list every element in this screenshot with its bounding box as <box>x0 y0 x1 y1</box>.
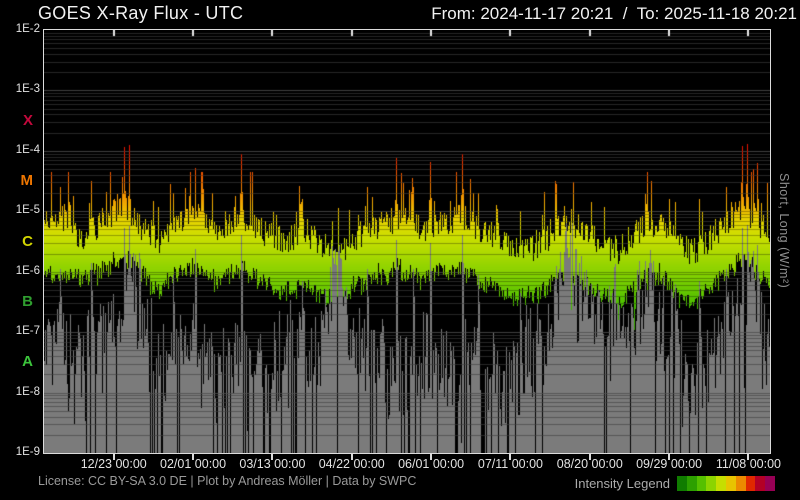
x-tick-label: 11/08 00:00 <box>715 457 782 471</box>
y-tick-label: 1E-9 <box>15 446 40 458</box>
intensity-legend-bar <box>677 476 775 491</box>
intensity-legend-swatch <box>716 476 727 491</box>
page-title: GOES X-Ray Flux - UTC <box>38 3 244 23</box>
x-tick-label: 08/20 00:00 <box>556 457 623 471</box>
flux-class-label-b: B <box>22 292 33 310</box>
intensity-legend-swatch <box>677 476 687 491</box>
x-tick-label: 04/22 00:00 <box>318 457 385 471</box>
x-tick-label: 09/29 00:00 <box>636 457 703 471</box>
y-tick-label: 1E-4 <box>15 143 40 156</box>
x-tick-label: 12/23 00:00 <box>80 457 147 471</box>
y-tick-label: 1E-6 <box>15 264 40 277</box>
flux-chart-canvas <box>44 30 770 453</box>
plot-area <box>43 29 771 454</box>
intensity-legend-swatch <box>765 476 775 491</box>
intensity-legend-swatch <box>735 476 746 491</box>
intensity-legend-swatch <box>686 476 697 491</box>
x-tick-mark <box>271 454 274 460</box>
y-tick-label: 1E-5 <box>15 204 40 217</box>
x-tick-label: 07/11 00:00 <box>477 457 543 471</box>
flux-class-label-a: A <box>22 353 33 371</box>
x-tick-mark <box>192 454 195 460</box>
y-tick-label: 1E-7 <box>15 325 40 338</box>
x-tick-mark <box>747 454 750 460</box>
y-tick-label: 1E-8 <box>15 385 40 398</box>
y-tick-label: 1E-3 <box>15 83 40 96</box>
x-tick-mark <box>112 454 115 460</box>
y-axis-right-label: Short, Long (W/m²) <box>777 173 791 289</box>
x-tick-label: 06/01 00:00 <box>398 457 465 471</box>
intensity-legend: Intensity Legend <box>575 476 775 491</box>
license-text: License: CC BY-SA 3.0 DE | Plot by Andre… <box>38 474 417 488</box>
intensity-legend-swatch <box>706 476 717 491</box>
flux-class-label-c: C <box>22 232 33 250</box>
intensity-legend-swatch <box>745 476 756 491</box>
intensity-legend-swatch <box>696 476 707 491</box>
intensity-legend-swatch <box>726 476 736 491</box>
x-tick-mark <box>668 454 671 460</box>
date-range-label: From: 2024-11-17 20:21 / To: 2025-11-18 … <box>431 4 797 23</box>
intensity-legend-swatch <box>755 476 766 491</box>
x-tick-label: 02/01 00:00 <box>160 457 227 471</box>
intensity-legend-label: Intensity Legend <box>574 476 671 491</box>
flux-class-label-m: M <box>20 172 34 190</box>
y-tick-label: 1E-2 <box>15 23 40 35</box>
x-tick-label: 03/13 00:00 <box>239 457 306 471</box>
flux-class-label-x: X <box>22 111 33 129</box>
x-tick-mark <box>509 454 512 460</box>
x-tick-mark <box>430 454 433 460</box>
x-tick-mark <box>588 454 591 460</box>
x-tick-mark <box>350 454 353 460</box>
